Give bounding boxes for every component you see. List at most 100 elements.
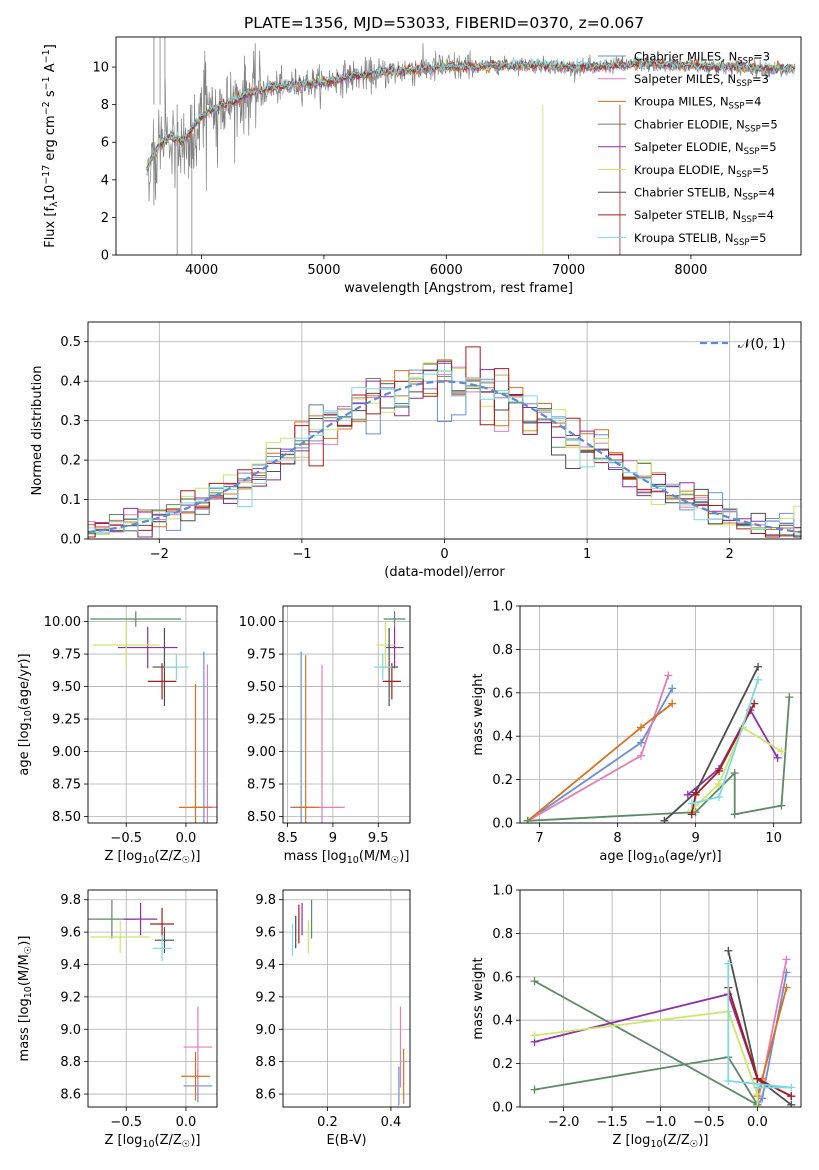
- errorbar-point: [150, 907, 174, 941]
- legend-suffix: =3: [752, 72, 769, 86]
- x-tick-label: 9.5: [368, 831, 389, 846]
- weight-marker: [691, 790, 700, 799]
- chart-mass-vs-Z: −0.5 0.08.68.89.09.29.49.69.8Z [log10(Z/Z…: [17, 889, 218, 1150]
- y-tick-label: 0.2: [60, 454, 81, 469]
- chart-spectrum: 4000 5000 6000 7000 8000 0 2 4 6 8 10 wavelength [A…: [41, 36, 802, 296]
- label-part: (Z/Z: [663, 1133, 690, 1148]
- weight-marker: [724, 959, 733, 968]
- axes-frame: [519, 605, 802, 824]
- y-tick-label: 9.4: [60, 958, 81, 973]
- y-tick-label: 0.1: [60, 493, 81, 508]
- y-tick-label: 9.4: [255, 958, 276, 973]
- axes-frame: [87, 321, 802, 540]
- label-part: mass [log: [17, 998, 32, 1061]
- x-tick-label: 1: [583, 547, 591, 562]
- x-axis-label: E(B-V): [326, 1133, 366, 1148]
- weight-marker: [777, 801, 786, 810]
- weight-marker: [530, 977, 539, 986]
- legend-name: Salpeter MILES, N: [634, 72, 736, 86]
- weight-marker: [782, 955, 791, 964]
- errorbar-plot: [290, 611, 406, 823]
- chart-mass-vs-ebv: 0.2 0.4 8.6 8.8 9.0 9.2 9.4 9.6 9.8 E(B-V): [255, 889, 411, 1148]
- errorbar-plot: [88, 899, 213, 1103]
- legend-name: Salpeter STELIB, N: [634, 208, 741, 222]
- label-part: λ: [49, 201, 60, 207]
- x-axis-label: mass [log10(M/M☉)]: [284, 849, 410, 866]
- y-tick-label: 9.8: [255, 893, 276, 908]
- y-axis-label: mass [log10(M/M☉)]: [17, 936, 34, 1062]
- legend-entry: Salpeter STELIB, NSSP=4: [634, 208, 774, 225]
- y-tick-label: 9.2: [60, 990, 81, 1005]
- y-tick-label: 0.2: [492, 1057, 513, 1072]
- label-part: 10: [142, 1139, 154, 1150]
- y-tick-label: 8.50: [247, 810, 276, 825]
- weight-series-5: [534, 1010, 759, 1107]
- legend-gaussian-label: 𝒩(0, 1): [738, 337, 785, 352]
- weight-marker: [777, 747, 786, 756]
- legend-suffix: =4: [758, 186, 775, 200]
- weight-marker: [523, 816, 532, 823]
- label-part: s: [43, 90, 58, 101]
- y-axis-label: mass weight: [471, 957, 486, 1039]
- errorbar-point: [90, 920, 151, 954]
- chart-residuals: −2 −1 0 1 2 0.0 0.1 0.2 0.3 0.4 0.5 (data-model)/er…: [30, 321, 802, 580]
- weight-series-3: [534, 980, 760, 1107]
- spectrum-plot: [146, 37, 796, 255]
- x-tick-label: −2.0: [548, 1115, 580, 1130]
- label-part: Z [log: [105, 1133, 143, 1148]
- x-tick-label: 0.0: [747, 1115, 768, 1130]
- y-tick-label: 0.2: [492, 773, 513, 788]
- y-axis-label: Normed distribution: [30, 366, 45, 496]
- y-tick-label: 9.2: [255, 990, 276, 1005]
- label-part: (M/M: [17, 954, 32, 986]
- y-tick-label: 8.50: [52, 810, 81, 825]
- x-tick-label: 10: [765, 831, 782, 846]
- legend-sub: SSP: [741, 215, 757, 225]
- chart-weight-vs-Z: −2.0 −1.5 −1.0 −0.5 0.0 0.0 0.2 0.4 0.6 0.8 1.0 Z […: [471, 884, 802, 1150]
- y-tick-label: 0.8: [492, 643, 513, 658]
- legend-name: Salpeter ELODIE, N: [634, 140, 744, 154]
- y-tick-label: 9.75: [247, 648, 276, 663]
- weight-series-1: [527, 675, 670, 822]
- y-tick-label: 9.0: [255, 1023, 276, 1038]
- errorbar-point: [117, 626, 178, 669]
- label-part: )]: [190, 849, 200, 864]
- y-tick-label: 0.6: [492, 686, 513, 701]
- x-axis-label: (data-model)/error: [384, 565, 505, 580]
- label-part: age [log: [599, 849, 652, 864]
- figure-title: PLATE=1356, MJD=53033, FIBERID=0370, z=0…: [244, 14, 644, 32]
- x-tick-label: −2: [150, 547, 169, 562]
- legend-name: Chabrier ELODIE, N: [634, 117, 745, 131]
- legend-entry: Kroupa ELODIE, NSSP=5: [634, 163, 769, 180]
- weight-marker: [664, 671, 673, 680]
- weight-marker: [715, 766, 724, 775]
- label-part: mass [log: [284, 849, 347, 864]
- x-tick-label: 9: [691, 831, 699, 846]
- label-part: ☉: [391, 855, 400, 866]
- weight-marker: [724, 946, 733, 955]
- x-tick-label: −0.5: [110, 1115, 142, 1130]
- weight-series-0: [527, 688, 673, 822]
- y-tick-label: 0.0: [492, 817, 513, 832]
- legend-name: Chabrier STELIB, N: [634, 186, 742, 200]
- y-tick-label: 8.6: [60, 1088, 81, 1103]
- weight-marker: [758, 1094, 767, 1103]
- x-tick-label: 0.2: [317, 1115, 338, 1130]
- x-tick-label: −1: [292, 547, 311, 562]
- legend-suffix: =3: [753, 49, 770, 63]
- label-part: 10: [650, 1139, 662, 1150]
- label-part: 10: [43, 185, 58, 202]
- y-tick-label: 0: [101, 249, 109, 264]
- y-tick-label: 8.75: [247, 778, 276, 793]
- label-part: 10: [142, 855, 154, 866]
- errorbar-point: [178, 683, 213, 823]
- x-tick-label: 7000: [552, 263, 585, 278]
- y-axis-label: Flux [fλ10−17 erg cm−2 s−1 A−1]: [41, 44, 60, 248]
- gaussian-curve: [88, 380, 801, 534]
- label-part: ☉: [690, 1139, 699, 1150]
- y-tick-label: 9.75: [52, 648, 81, 663]
- y-tick-label: 0.4: [492, 730, 513, 745]
- y-tick-label: 8.8: [60, 1055, 81, 1070]
- legend-suffix: =4: [757, 208, 774, 222]
